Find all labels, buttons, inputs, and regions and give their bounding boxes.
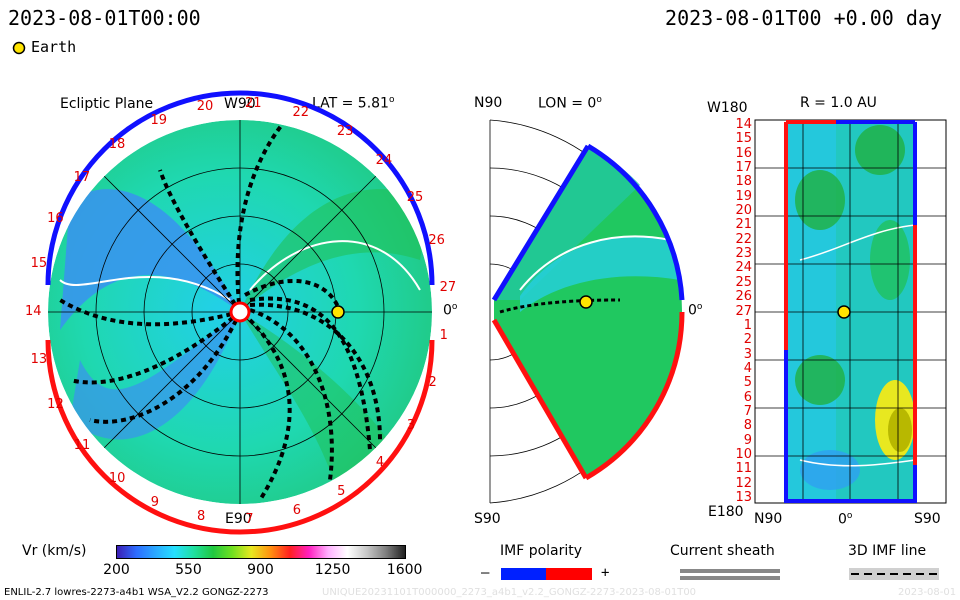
carrington-tick-label: 24 bbox=[375, 152, 393, 168]
earth-legend-icon bbox=[12, 41, 26, 55]
w90-label: W90 bbox=[224, 96, 256, 112]
imf-line-swatch bbox=[849, 568, 939, 580]
velocity-colorbar bbox=[116, 545, 406, 559]
colorbar-tick-label: 1250 bbox=[314, 562, 351, 578]
imf-minus-sign: – bbox=[481, 565, 490, 581]
radial-y-tick-label: 1 bbox=[743, 317, 752, 333]
imf-negative-swatch bbox=[501, 568, 546, 580]
carrington-tick-label: 26 bbox=[428, 232, 445, 248]
carrington-tick-label: 13 bbox=[30, 352, 48, 368]
radial-y-tick-label: 2 bbox=[743, 332, 752, 348]
radial-y-tick-label: 6 bbox=[743, 389, 752, 405]
radial-y-tick-label: 17 bbox=[735, 160, 752, 176]
imf-line-label: 3D IMF line bbox=[848, 543, 927, 559]
radial-title: R = 1.0 AU bbox=[800, 95, 877, 111]
earth-marker-ecliptic bbox=[331, 305, 345, 319]
x-n90-label: N90 bbox=[754, 511, 783, 527]
timestamp-left: 2023-08-01T00:00 bbox=[8, 6, 201, 30]
radial-y-tick-label: 18 bbox=[735, 174, 752, 190]
radial-y-tick-label: 11 bbox=[735, 461, 752, 477]
imf-polarity-label: IMF polarity bbox=[500, 543, 583, 559]
imf-plus-sign: + bbox=[601, 565, 610, 581]
x-s90-label: S90 bbox=[914, 511, 941, 527]
run-id-footer: UNIQUE20231101T000000_2273_a4b1_v2.2_GON… bbox=[322, 587, 697, 598]
radial-y-tick-label: 21 bbox=[735, 217, 752, 233]
colorbar-label: Vr (km/s) bbox=[22, 543, 87, 559]
colorbar-tick-label: 200 bbox=[103, 562, 130, 578]
radial-y-tick-label: 20 bbox=[735, 203, 752, 219]
carrington-tick-label: 22 bbox=[292, 104, 310, 120]
date-footer: 2023-08-01 bbox=[898, 587, 957, 598]
carrington-tick-label: 6 bbox=[292, 503, 302, 519]
sun-marker bbox=[229, 301, 251, 323]
radial-y-tick-label: 24 bbox=[735, 260, 752, 276]
carrington-tick-label: 5 bbox=[337, 484, 346, 500]
earth-marker-meridional bbox=[579, 295, 593, 309]
radial-y-tick-label: 13 bbox=[735, 490, 752, 505]
colorbar-tick-label: 550 bbox=[175, 562, 202, 578]
carrington-tick-label: 7 bbox=[245, 511, 254, 527]
carrington-tick-label: 8 bbox=[197, 508, 206, 524]
carrington-tick-label: 23 bbox=[336, 123, 354, 139]
carrington-tick-label: 21 bbox=[244, 96, 262, 112]
radial-y-tick-label: 27 bbox=[735, 303, 752, 319]
colorbar-tick-label: 1600 bbox=[386, 562, 423, 578]
timestamp-right: 2023-08-01T00 +0.00 day bbox=[665, 6, 942, 30]
model-footer: ENLIL-2.7 lowres-2273-a4b1 WSA_V2.2 GONG… bbox=[4, 587, 269, 598]
radial-y-tick-label: 7 bbox=[743, 403, 752, 419]
carrington-tick-label: 10 bbox=[108, 470, 126, 486]
radial-y-tick-label: 4 bbox=[743, 360, 752, 376]
radial-y-tick-label: 16 bbox=[735, 145, 752, 161]
carrington-tick-label: 17 bbox=[73, 170, 91, 186]
carrington-tick-label: 20 bbox=[196, 99, 214, 115]
imf-positive-swatch bbox=[546, 568, 592, 580]
radial-y-tick-label: 23 bbox=[735, 246, 752, 262]
e180-label: E180 bbox=[708, 504, 744, 520]
radial-y-tick-label: 9 bbox=[743, 432, 752, 448]
earth-legend-label: Earth bbox=[31, 38, 77, 56]
radial-y-tick-label: 3 bbox=[743, 346, 752, 362]
carrington-tick-label: 16 bbox=[47, 210, 64, 226]
current-sheath-swatch bbox=[680, 569, 780, 580]
carrington-tick-label: 25 bbox=[406, 189, 424, 205]
colorbar-tick-label: 900 bbox=[247, 562, 274, 578]
carrington-tick-label: 2 bbox=[428, 375, 437, 391]
x-zero-label: 0o bbox=[838, 511, 853, 528]
carrington-tick-label: 11 bbox=[73, 437, 91, 453]
carrington-tick-label: 4 bbox=[375, 455, 385, 471]
radial-y-tick-label: 25 bbox=[735, 274, 752, 290]
carrington-tick-label: 1 bbox=[439, 328, 448, 344]
s90-label: S90 bbox=[474, 511, 501, 527]
radial-y-tick-label: 5 bbox=[743, 375, 752, 391]
carrington-tick-label: 27 bbox=[439, 279, 457, 295]
radial-y-tick-label: 8 bbox=[743, 418, 752, 434]
lon-label: LON = 0o bbox=[538, 95, 602, 112]
n90-label: N90 bbox=[474, 95, 503, 111]
radial-y-tick-label: 19 bbox=[735, 188, 752, 204]
radial-y-tick-label: 15 bbox=[735, 131, 752, 147]
carrington-tick-label: 12 bbox=[47, 397, 64, 413]
earth-marker-radial bbox=[837, 305, 851, 319]
carrington-tick-label: 15 bbox=[30, 256, 48, 272]
w180-label: W180 bbox=[707, 100, 748, 116]
radial-y-tick-label: 10 bbox=[735, 446, 752, 462]
carrington-tick-label: 18 bbox=[108, 137, 126, 153]
current-sheath-label: Current sheath bbox=[670, 543, 775, 559]
radial-y-tick-label: 26 bbox=[735, 289, 752, 305]
radial-y-tick-label: 12 bbox=[735, 475, 752, 491]
carrington-tick-label: 9 bbox=[150, 495, 159, 511]
carrington-tick-label: 3 bbox=[406, 418, 416, 434]
lat-label: LAT = 5.81o bbox=[312, 95, 395, 112]
carrington-tick-label: 19 bbox=[150, 113, 168, 129]
radial-y-tick-label: 14 bbox=[735, 117, 752, 132]
carrington-tick-label: 14 bbox=[25, 304, 42, 320]
ecliptic-zero-label: 0o bbox=[443, 302, 458, 319]
meridional-zero-label: 0o bbox=[688, 302, 703, 319]
ecliptic-title: Ecliptic Plane bbox=[60, 96, 154, 112]
e90-label: E90 bbox=[225, 511, 252, 527]
radial-y-tick-label: 22 bbox=[735, 231, 752, 247]
